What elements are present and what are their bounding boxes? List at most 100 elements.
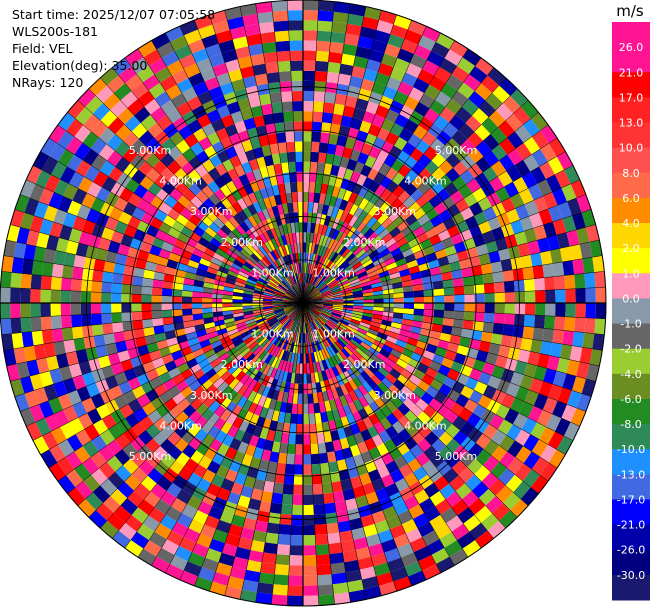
velocity-gate: [333, 241, 342, 253]
velocity-gate: [277, 60, 291, 72]
velocity-gate: [311, 121, 322, 133]
velocity-gate: [402, 285, 414, 293]
velocity-gate: [364, 133, 377, 147]
velocity-gate: [339, 383, 349, 396]
velocity-gate: [273, 260, 281, 271]
velocity-gate: [316, 554, 331, 566]
velocity-gate: [450, 360, 464, 373]
velocity-gate: [404, 231, 417, 243]
velocity-gate: [215, 200, 227, 213]
velocity-gate: [148, 82, 166, 99]
velocity-gate: [30, 303, 41, 318]
velocity-gate: [80, 303, 92, 315]
velocity-gate: [228, 523, 243, 538]
velocity-gate: [206, 353, 219, 364]
velocity-gate: [222, 257, 234, 267]
velocity-gate: [328, 333, 337, 343]
velocity-gate: [314, 277, 321, 287]
elevation-text: Elevation(deg): 35.00: [12, 58, 148, 73]
velocity-gate: [368, 49, 385, 63]
velocity-gate: [285, 319, 292, 329]
velocity-gate: [576, 361, 590, 379]
velocity-gate: [344, 357, 354, 369]
velocity-gate: [309, 332, 314, 343]
velocity-gate: [371, 114, 386, 128]
velocity-gate: [174, 545, 193, 562]
velocity-gate: [350, 352, 361, 364]
velocity-gate: [315, 422, 324, 434]
velocity-gate: [10, 272, 22, 289]
velocity-gate: [445, 491, 462, 508]
velocity-gate: [504, 234, 518, 249]
velocity-gate: [183, 29, 202, 45]
velocity-gate: [337, 277, 348, 285]
velocity-gate: [363, 367, 375, 379]
velocity-gate: [294, 464, 303, 475]
velocity-gate: [341, 313, 352, 319]
velocity-gate: [366, 378, 378, 390]
velocity-gate: [360, 224, 371, 236]
velocity-gate: [408, 391, 421, 405]
velocity-gate: [397, 334, 409, 343]
velocity-gate: [408, 265, 421, 275]
velocity-gate: [154, 332, 167, 343]
velocity-gate: [381, 53, 398, 68]
velocity-gate: [369, 274, 380, 282]
velocity-gate: [53, 340, 66, 356]
velocity-gate: [38, 400, 54, 419]
velocity-gate: [218, 266, 230, 275]
velocity-gate: [217, 212, 229, 225]
velocity-gate: [350, 281, 361, 288]
velocity-gate: [421, 220, 435, 233]
velocity-gate: [209, 358, 222, 369]
velocity-gate: [233, 284, 245, 291]
velocity-gate: [388, 210, 401, 222]
velocity-gate: [286, 265, 293, 276]
velocity-gate: [331, 376, 340, 388]
velocity-gate: [265, 408, 275, 421]
velocity-gate: [197, 390, 211, 403]
velocity-gate: [280, 339, 287, 350]
velocity-gate: [347, 579, 364, 593]
velocity-gate: [253, 250, 263, 261]
velocity-gate: [294, 373, 300, 384]
velocity-gate: [380, 188, 392, 201]
velocity-gate: [382, 311, 394, 318]
velocity-gate: [131, 82, 149, 99]
velocity-gate: [433, 391, 447, 404]
velocity-gate: [230, 110, 244, 124]
velocity-gate: [334, 93, 348, 106]
velocity-gate: [227, 425, 239, 438]
velocity-gate: [285, 292, 295, 298]
velocity-gate: [109, 206, 124, 221]
velocity-gate: [310, 443, 319, 455]
velocity-gate: [281, 360, 288, 372]
velocity-gate: [154, 66, 172, 83]
velocity-gate: [390, 247, 402, 258]
velocity-gate: [144, 334, 157, 345]
velocity-gate: [469, 522, 488, 540]
velocity-gate: [374, 519, 390, 534]
velocity-gate: [243, 475, 256, 489]
velocity-gate: [180, 207, 194, 220]
velocity-gate: [495, 237, 508, 251]
velocity-gate: [40, 303, 51, 317]
velocity-gate: [321, 224, 328, 236]
velocity-gate: [544, 315, 556, 330]
velocity-gate: [330, 286, 341, 293]
velocity-gate: [240, 248, 251, 259]
velocity-gate: [260, 257, 270, 268]
velocity-gate: [107, 75, 126, 93]
velocity-gate: [276, 462, 287, 474]
velocity-gate: [253, 115, 266, 128]
velocity-gate: [88, 357, 102, 372]
velocity-gate: [217, 381, 229, 394]
velocity-gate: [137, 90, 155, 107]
velocity-gate: [475, 140, 492, 157]
velocity-gate: [363, 68, 378, 83]
velocity-gate: [310, 289, 319, 297]
velocity-gate: [130, 154, 146, 170]
velocity-gate: [345, 343, 356, 353]
velocity-gate: [554, 275, 566, 290]
azimuth-spoke: [137, 48, 304, 304]
